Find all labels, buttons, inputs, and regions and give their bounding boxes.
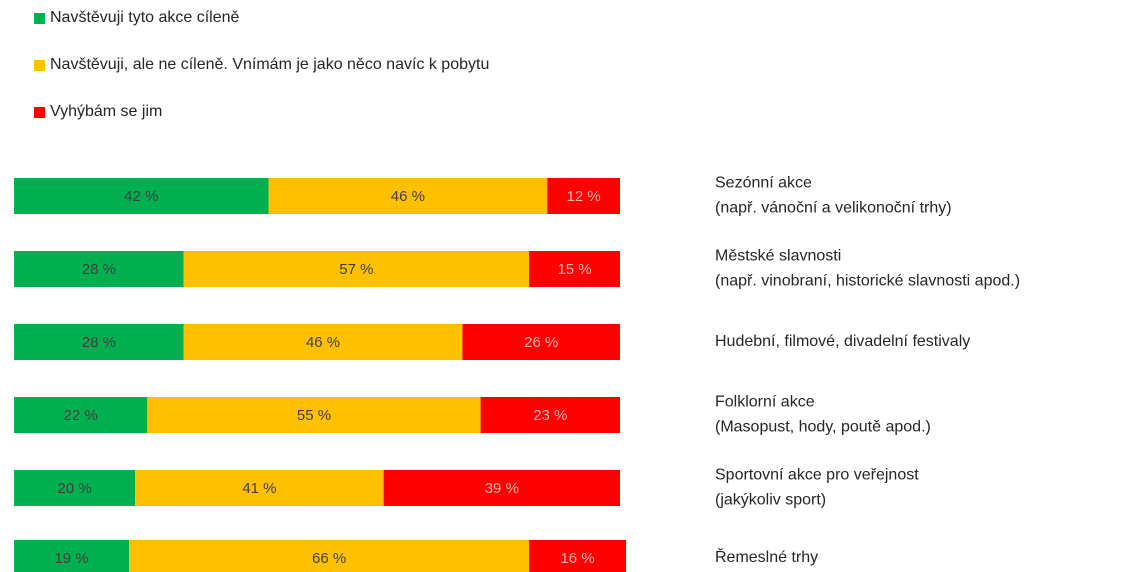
category-label: (např. vánoční a velikonoční trhy) [715,200,952,217]
bar-segment [547,178,620,214]
bar-segment [14,397,148,433]
value-label: 42 % [124,188,158,205]
legend-label: Navštěvuji tyto akce cíleně [50,9,240,26]
category-label: Sezónní akce [715,175,812,192]
bar-segment [14,540,130,572]
category-label: Folklorní akce [715,394,815,411]
category-label: Hudební, filmové, divadelní festivaly [715,333,970,350]
bar-segment [383,470,620,506]
bar-segment [462,324,620,360]
bar-segment [14,251,184,287]
bar-segment [183,251,530,287]
bar-segment [529,540,627,572]
value-label: 26 % [524,334,558,351]
value-label: 41 % [242,480,276,497]
bar-segment [480,397,620,433]
value-label: 16 % [560,550,594,567]
value-label: 19 % [54,550,88,567]
legend-swatch [34,60,45,71]
legend-label: Vyhýbám se jim [50,103,162,120]
value-label: 46 % [306,334,340,351]
legend-swatch [34,13,45,24]
category-label: Sportovní akce pro veřejnost [715,467,919,484]
bar-segment [129,540,530,572]
bar-segment [183,324,463,360]
value-label: 39 % [485,480,519,497]
bar-segment [135,470,384,506]
category-label: Městské slavnosti [715,248,841,265]
bar-segment [14,178,269,214]
bar-segment [14,324,184,360]
bar-segment [268,178,548,214]
value-label: 22 % [64,407,98,424]
bar-segment [147,397,481,433]
value-label: 66 % [312,550,346,567]
legend-label: Navštěvuji, ale ne cíleně. Vnímám je jak… [50,56,489,73]
value-label: 28 % [82,334,116,351]
category-label: (Masopust, hody, poutě apod.) [715,419,931,436]
value-label: 15 % [557,261,591,278]
legend-swatch [34,107,45,118]
value-label: 23 % [533,407,567,424]
bar-segment [14,470,136,506]
value-label: 57 % [339,261,373,278]
bar-segment [529,251,620,287]
category-label: Řemeslné trhy [715,547,818,566]
value-label: 28 % [82,261,116,278]
value-label: 12 % [567,188,601,205]
value-label: 20 % [57,480,91,497]
category-label: (jakýkoliv sport) [715,492,826,509]
value-label: 46 % [391,188,425,205]
category-label: (např. vinobraní, historické slavnosti a… [715,273,1020,290]
value-label: 55 % [297,407,331,424]
